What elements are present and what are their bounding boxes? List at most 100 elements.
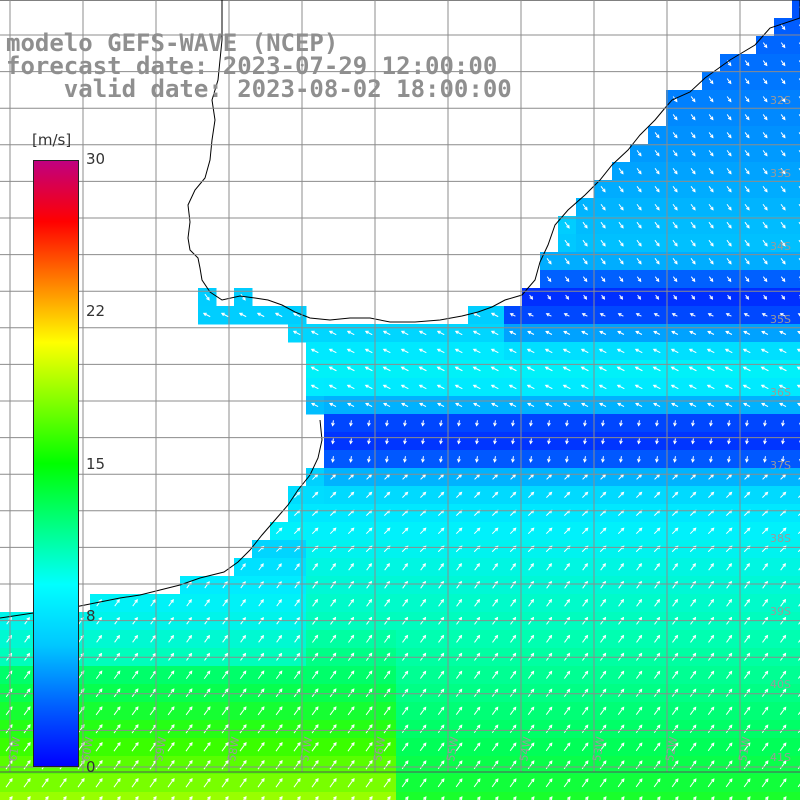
wave-arrow-head	[278, 599, 282, 603]
wave-arrow-head	[404, 598, 409, 603]
wave-arrow	[600, 257, 606, 265]
valid-date: valid date: 2023-08-02 18:00:00	[6, 77, 512, 101]
wave-arrow-head	[763, 116, 768, 121]
wave-arrow-head	[745, 98, 750, 103]
wave-arrow-head	[782, 598, 787, 603]
wave-arrow	[690, 203, 696, 211]
wave-arrow-head	[620, 742, 625, 747]
wave-arrow-head	[350, 598, 355, 603]
wave-arrow	[762, 671, 768, 679]
wave-arrow	[581, 527, 589, 535]
wave-arrow	[225, 796, 229, 800]
wave-arrow-head	[764, 796, 769, 800]
wave-arrow-head	[710, 760, 715, 765]
wave-arrow-head	[782, 224, 786, 229]
wave-arrow-head	[548, 778, 553, 783]
wave-arrow-head	[436, 366, 441, 371]
wave-arrow-head	[242, 670, 247, 675]
wave-arrow-head	[296, 652, 301, 657]
wave-arrow-head	[526, 366, 531, 371]
wave-arrow-head	[367, 458, 371, 463]
wave-arrow-head	[656, 545, 661, 550]
wave-arrow	[689, 366, 697, 372]
wave-arrow-head	[673, 278, 678, 283]
wave-arrow-head	[692, 598, 697, 603]
wave-arrow-head	[566, 688, 571, 693]
speed-cell	[792, 630, 800, 649]
wave-arrow	[240, 635, 246, 643]
wave-arrow	[708, 257, 714, 265]
wave-arrow-head	[331, 440, 335, 445]
wave-arrow-head	[332, 527, 337, 532]
wave-arrow	[780, 474, 786, 480]
wave-arrow-head	[188, 634, 193, 639]
wave-arrow	[564, 239, 570, 247]
wave-arrow	[639, 796, 643, 800]
wave-arrow-head	[746, 778, 751, 783]
wave-arrow-head	[512, 491, 517, 496]
wave-arrow-head	[314, 491, 319, 496]
wave-arrow-head	[727, 458, 731, 463]
wave-arrow-head	[692, 562, 696, 567]
wave-arrow	[653, 348, 661, 354]
wave-arrow-head	[351, 777, 355, 782]
wave-arrow	[293, 778, 301, 788]
wave-arrow	[401, 527, 409, 535]
wave-arrow-head	[764, 706, 769, 711]
lon-label: 51W	[736, 736, 753, 763]
wave-arrow-head	[656, 778, 661, 783]
wave-arrow	[293, 312, 301, 318]
wave-arrow	[365, 760, 373, 770]
wave-arrow	[603, 796, 607, 800]
wave-arrow-head	[584, 670, 589, 675]
wave-arrow	[383, 348, 391, 354]
wave-arrow	[419, 403, 427, 407]
wave-arrow	[275, 778, 283, 788]
wave-arrow	[455, 689, 463, 697]
wave-arrow-head	[476, 724, 481, 729]
wave-arrow-head	[493, 458, 497, 463]
wave-arrow	[81, 796, 85, 800]
wave-arrow	[653, 331, 661, 335]
wave-arrow	[455, 778, 463, 788]
wave-arrow	[672, 257, 678, 265]
wave-arrow-head	[782, 724, 787, 729]
wave-arrow	[618, 671, 624, 679]
wave-arrow-head	[710, 562, 714, 567]
wave-arrow	[150, 635, 156, 643]
wave-arrow	[708, 185, 714, 193]
wave-arrow-head	[80, 688, 85, 693]
wave-arrow	[95, 742, 103, 752]
wave-arrow	[383, 724, 391, 734]
speed-cell	[792, 342, 800, 361]
wave-arrow	[423, 796, 427, 800]
wave-arrow	[437, 778, 445, 788]
colorbar-tick-0: 0	[86, 758, 96, 776]
wave-arrow	[420, 599, 426, 607]
wave-arrow-head	[583, 422, 587, 427]
wave-arrow-head	[602, 670, 607, 675]
wave-arrow	[765, 796, 769, 800]
wave-arrow	[383, 527, 391, 535]
wave-arrow-head	[530, 616, 535, 621]
wave-arrow	[5, 742, 13, 752]
wave-arrow-head	[710, 742, 715, 747]
wave-arrow	[221, 312, 229, 318]
wave-arrow	[402, 474, 408, 480]
wave-arrow	[527, 707, 535, 715]
wave-arrow-head	[332, 598, 337, 603]
wave-arrow-head	[458, 652, 463, 657]
wave-arrow-head	[547, 278, 552, 283]
wave-arrow-head	[709, 422, 713, 427]
wave-arrow-head	[566, 224, 570, 229]
lon-label: 54W	[517, 736, 534, 763]
wave-arrow	[311, 527, 319, 535]
wave-arrow-head	[638, 706, 643, 711]
wave-arrow	[797, 693, 800, 697]
wave-arrow-head	[476, 634, 481, 639]
wave-arrow	[744, 474, 750, 480]
wave-arrow	[617, 348, 625, 354]
wave-arrow-head	[458, 616, 463, 621]
wave-arrow-head	[746, 760, 751, 765]
